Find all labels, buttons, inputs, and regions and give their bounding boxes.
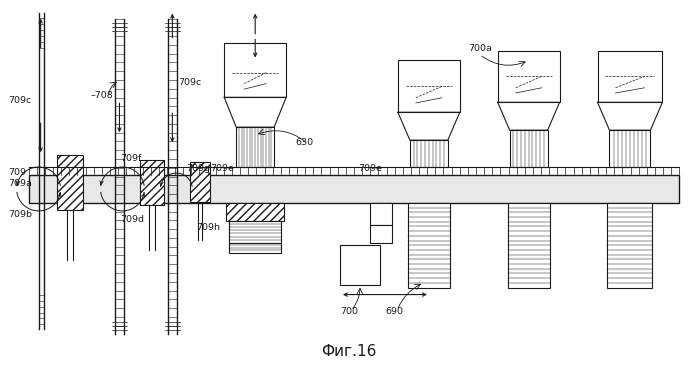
Text: –708: –708 <box>91 91 113 100</box>
Bar <box>510 130 548 167</box>
Bar <box>340 245 380 284</box>
Text: 709b: 709b <box>8 210 33 219</box>
Text: 709c: 709c <box>179 78 202 87</box>
Bar <box>229 243 281 253</box>
Bar <box>597 50 662 102</box>
Bar <box>498 50 560 102</box>
Bar <box>607 203 653 288</box>
Bar <box>229 221 281 243</box>
Text: 700a: 700a <box>468 44 491 53</box>
Bar <box>191 162 210 202</box>
Text: 709d: 709d <box>121 215 144 224</box>
Bar <box>29 175 679 203</box>
Bar <box>224 43 286 97</box>
Text: 690: 690 <box>385 307 403 316</box>
Text: 709: 709 <box>8 167 27 177</box>
Text: 630: 630 <box>295 138 313 147</box>
Bar <box>410 140 448 167</box>
Bar <box>507 203 549 288</box>
Text: 700: 700 <box>340 307 358 316</box>
Bar <box>408 203 450 288</box>
Bar <box>609 130 651 167</box>
Text: 709g: 709g <box>186 163 210 173</box>
Bar <box>398 60 460 112</box>
Text: 709e: 709e <box>358 163 382 173</box>
Bar <box>370 225 392 243</box>
Text: 709f: 709f <box>121 153 142 163</box>
Text: 709c: 709c <box>8 96 32 105</box>
Bar <box>370 203 392 225</box>
Text: 709h: 709h <box>196 223 221 232</box>
Bar <box>140 160 164 205</box>
Text: Фиг.16: Фиг.16 <box>321 344 377 359</box>
Bar <box>57 155 82 210</box>
Text: 709e: 709e <box>210 163 234 173</box>
Text: 709a: 709a <box>8 178 33 188</box>
Bar <box>226 203 284 221</box>
Bar <box>236 127 274 167</box>
